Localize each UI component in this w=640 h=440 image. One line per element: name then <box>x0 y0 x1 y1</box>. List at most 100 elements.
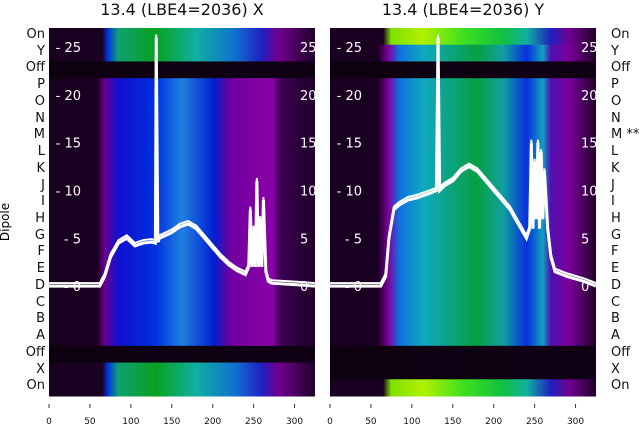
x-tick-label: 150 <box>444 417 461 427</box>
heatmap-row <box>49 329 315 347</box>
row-label: O <box>34 93 45 109</box>
heatmap-row <box>330 61 596 79</box>
heatmap-row <box>49 195 315 213</box>
heatmap-row <box>49 278 315 297</box>
heatmap-row <box>49 178 315 196</box>
row-label: H <box>35 211 45 226</box>
heatmap-row <box>330 111 596 129</box>
heatmap-row <box>49 295 315 313</box>
x-tick-label: 200 <box>485 417 502 427</box>
row-label: A <box>611 328 620 344</box>
row-label: L <box>37 144 45 160</box>
heatmap-row <box>49 262 315 280</box>
heatmap-row <box>49 128 315 146</box>
profile-tick-label: 25 <box>300 41 317 56</box>
heatmap-row <box>49 345 315 364</box>
heatmap-row <box>330 329 596 347</box>
heatmap-row <box>49 161 315 180</box>
profile-tick-label: - 20 <box>337 89 362 104</box>
row-label: On <box>26 27 45 42</box>
profile-tick-label: 0 <box>581 280 589 295</box>
profile-tick-label: 0 <box>300 280 308 295</box>
row-label: On <box>611 27 630 42</box>
row-label: On <box>611 378 630 394</box>
row-label: Off <box>611 60 631 76</box>
profile-tick-label: 15 <box>581 137 598 152</box>
profile-tick-label: - 10 <box>56 184 81 199</box>
profile-tick-label: - 15 <box>56 137 81 152</box>
row-label: J <box>611 177 615 193</box>
row-label: B <box>611 311 620 327</box>
x-tick-label: 100 <box>403 417 420 427</box>
profile-tick-label: - 0 <box>64 280 81 295</box>
row-label: Off <box>611 344 631 360</box>
heatmap-row <box>330 295 596 313</box>
heatmap-row <box>330 228 596 246</box>
heatmap-row <box>330 362 596 380</box>
profile-tick-label: 25 <box>581 41 598 56</box>
heatmap-row <box>330 94 596 113</box>
heatmap-row <box>330 245 596 263</box>
profile-tick-label: 5 <box>581 232 589 247</box>
row-label: G <box>611 227 622 243</box>
heatmap-row <box>330 212 596 230</box>
row-label: K <box>611 160 620 176</box>
x-tick-label: 200 <box>204 417 221 427</box>
heatmap-row <box>49 312 315 330</box>
row-label: P <box>611 77 619 93</box>
x-tick-label: 50 <box>365 417 377 427</box>
row-label: Y <box>37 43 45 59</box>
x-tick-label: 300 <box>567 417 584 427</box>
heatmap-row <box>330 128 596 146</box>
x-tick-label: 250 <box>526 417 543 427</box>
heatmap-row <box>49 78 315 96</box>
x-tick-label: 0 <box>46 417 52 427</box>
heatmap-row <box>49 379 315 397</box>
profile-tick-label: - 20 <box>56 89 81 104</box>
profile-tick-label: - 25 <box>56 41 81 56</box>
heatmap-row <box>330 262 596 280</box>
row-label: E <box>36 261 45 277</box>
row-label: N <box>35 110 45 126</box>
row-label: J <box>41 177 45 193</box>
heatmap-row <box>49 94 315 113</box>
profile-line <box>49 37 316 288</box>
row-label: M <box>33 127 45 143</box>
profile-tick-label: - 25 <box>337 41 362 56</box>
heatmap-row <box>330 28 596 46</box>
heatmap-row <box>330 195 596 213</box>
row-label: L <box>611 144 619 160</box>
heatmap-row <box>49 61 315 79</box>
x-tick-label: 150 <box>163 417 180 427</box>
row-label: Off <box>25 60 45 76</box>
row-label: D <box>611 277 622 293</box>
heatmap-row <box>330 44 596 62</box>
heatmap-row <box>330 312 596 330</box>
heatmap-row <box>330 278 596 297</box>
x-tick-label: 300 <box>286 417 303 427</box>
heatmap-row <box>330 379 596 397</box>
x-tick-label: 0 <box>327 417 333 427</box>
profile-tick-label: 15 <box>300 137 317 152</box>
heatmap-row <box>49 44 315 62</box>
row-label: P <box>37 77 45 93</box>
profile-tick-label: 5 <box>300 232 308 247</box>
row-label: D <box>34 277 45 293</box>
heatmap-row <box>49 111 315 129</box>
row-label: X <box>36 361 45 377</box>
heatmap-row <box>49 245 315 263</box>
row-label: C <box>611 294 621 310</box>
row-label: F <box>611 244 619 260</box>
row-label: Y <box>611 43 619 59</box>
row-label: X <box>611 361 620 377</box>
row-label: On <box>26 378 45 394</box>
row-label: N <box>611 110 621 126</box>
profile-tick-label: - 10 <box>337 184 362 199</box>
heatmap-row <box>49 362 315 380</box>
row-label: F <box>37 244 45 260</box>
row-label: O <box>611 93 622 109</box>
profile-tick-label: - 5 <box>64 232 81 247</box>
profile-tick-label: - 15 <box>337 137 362 152</box>
heatmap-row <box>49 145 315 163</box>
